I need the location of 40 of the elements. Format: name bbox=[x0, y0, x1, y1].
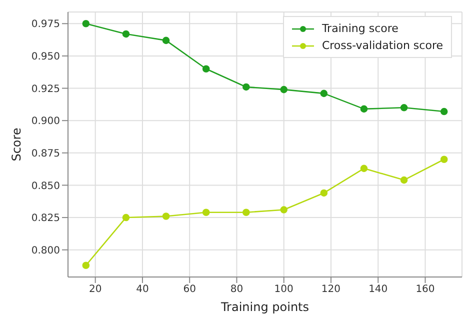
point bbox=[360, 164, 368, 172]
x-tick-label: 80 bbox=[230, 284, 244, 296]
y-axis-title: Score bbox=[9, 128, 24, 162]
point bbox=[242, 83, 250, 91]
y-tick-label: 0.975 bbox=[31, 19, 60, 30]
point bbox=[400, 104, 408, 112]
point bbox=[122, 214, 130, 222]
x-tick-label: 100 bbox=[274, 284, 294, 296]
point bbox=[280, 86, 288, 94]
x-axis-title: Training points bbox=[220, 300, 310, 314]
point bbox=[440, 108, 448, 116]
x-tick-label: 140 bbox=[368, 284, 388, 296]
x-tick-label: 60 bbox=[183, 284, 196, 296]
point bbox=[202, 208, 210, 216]
point bbox=[242, 208, 250, 216]
x-tick-label: 20 bbox=[88, 284, 102, 296]
x-tick-label: 40 bbox=[136, 284, 149, 296]
y-tick-label: 0.950 bbox=[31, 52, 60, 62]
point bbox=[122, 30, 130, 38]
point bbox=[400, 176, 408, 184]
y-tick-label: 0.825 bbox=[31, 213, 60, 224]
y-tick-label: 0.850 bbox=[31, 180, 60, 192]
point bbox=[320, 189, 328, 197]
point bbox=[162, 212, 170, 220]
point bbox=[82, 20, 90, 28]
point bbox=[202, 65, 210, 73]
x-tick-label: 120 bbox=[321, 284, 341, 296]
point bbox=[280, 206, 288, 214]
point bbox=[320, 90, 328, 98]
x-tick-label: 160 bbox=[416, 284, 435, 296]
legend-label: Training score bbox=[322, 21, 398, 37]
point bbox=[82, 262, 90, 270]
point bbox=[360, 105, 368, 113]
point bbox=[440, 156, 448, 164]
point bbox=[162, 36, 170, 44]
y-tick-label: 0.925 bbox=[31, 84, 60, 95]
y-tick-label: 0.900 bbox=[31, 116, 60, 128]
y-tick-label: 0.800 bbox=[31, 245, 60, 256]
y-tick-label: 0.875 bbox=[31, 148, 60, 160]
legend-label: Cross-validation score bbox=[322, 38, 443, 54]
